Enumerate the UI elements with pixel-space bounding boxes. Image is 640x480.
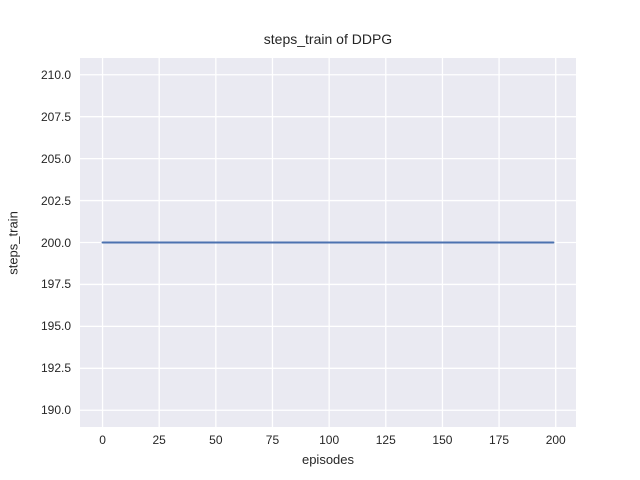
y-tick-label: 192.5 [40, 361, 71, 376]
x-tick-label: 0 [99, 433, 106, 447]
line-chart-canvas [80, 58, 576, 427]
y-tick-label: 195.0 [40, 319, 71, 334]
x-axis-label: episodes [301, 452, 355, 467]
x-tick-label: 50 [209, 433, 223, 447]
x-tick-label: 75 [265, 433, 280, 447]
y-tick-label: 205.0 [40, 151, 71, 166]
x-tick-label: 150 [432, 433, 453, 447]
y-tick-label: 202.5 [40, 193, 71, 208]
y-tick-label: 190.0 [40, 403, 71, 418]
plot-area [80, 58, 576, 427]
y-tick-label: 200.0 [40, 235, 71, 250]
x-tick-label: 125 [375, 433, 396, 447]
y-tick-label: 210.0 [40, 67, 71, 82]
x-tick-label: 25 [152, 433, 166, 447]
x-tick-label: 100 [319, 433, 340, 447]
x-tick-label: 175 [489, 433, 510, 447]
chart-title: steps_train of DDPG [263, 31, 393, 47]
y-tick-label: 197.5 [40, 277, 71, 292]
y-tick-label: 207.5 [40, 109, 71, 124]
x-tick-label: 200 [545, 433, 566, 447]
